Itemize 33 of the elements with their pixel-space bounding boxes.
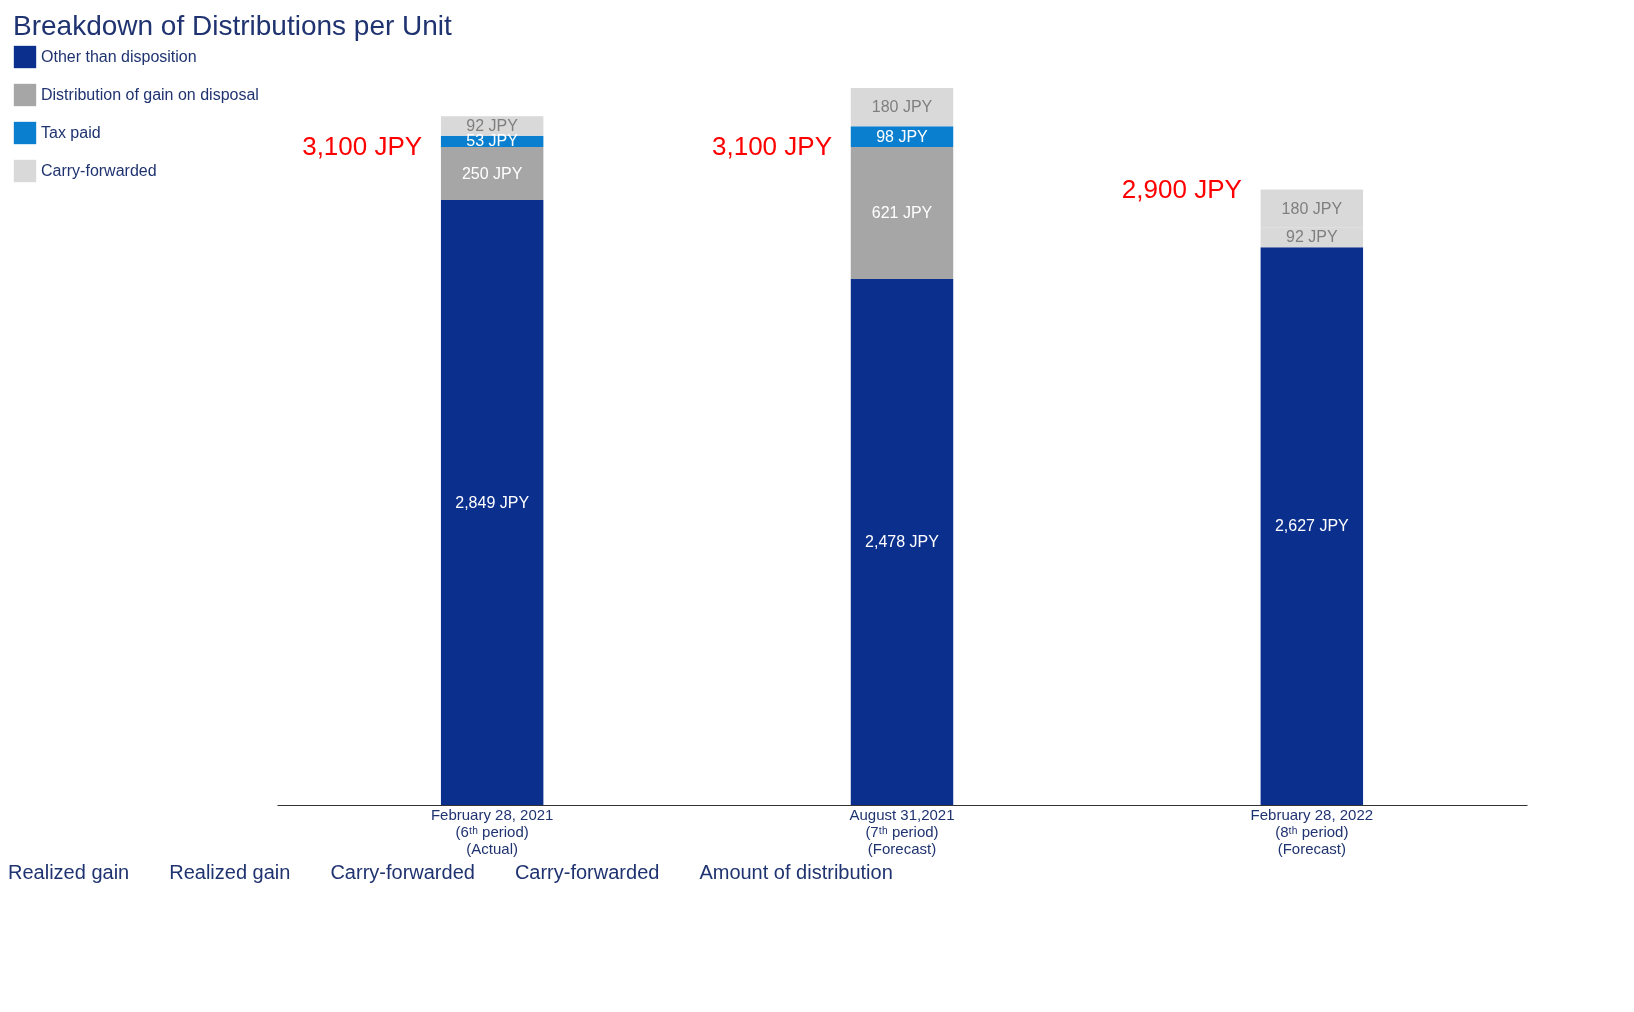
text: Carry-forwarded	[514, 861, 660, 883]
text: Amount of distribution	[699, 861, 893, 883]
x-tick-label: August 31,2021 (7ᵗʰ period) (Forecast)	[849, 805, 955, 857]
bar	[850, 88, 954, 127]
legend-label: Carry-forwarded	[41, 162, 157, 179]
legend-label: Distribution of gain on disposal	[41, 86, 259, 103]
annotation: 3,100 JPY	[712, 131, 832, 162]
text: Carry-forwarded	[330, 861, 475, 883]
chart-title: Breakdown of Distributions per Unit	[13, 10, 453, 41]
data-label: 2,627 JPY	[1274, 517, 1350, 535]
data-label: 2,478 JPY	[865, 532, 940, 550]
bar	[440, 200, 544, 805]
annotation: 2,900 JPY	[1121, 173, 1242, 204]
data-label: 180 JPY	[1281, 199, 1343, 217]
data-label: 180 JPY	[871, 98, 933, 116]
data-label: 250 JPY	[461, 164, 523, 182]
bar	[1260, 247, 1364, 805]
bar	[850, 147, 954, 279]
annotation: 3,100 JPY	[302, 131, 423, 162]
data-label: 92 JPY	[1286, 228, 1338, 246]
legend-label: Tax paid	[41, 124, 101, 141]
x-tick-label: February 28, 2022 (8ᵗʰ period) (Forecast)	[1250, 805, 1374, 857]
text: Realized gain	[169, 861, 291, 883]
data-label: 53 JPY	[466, 132, 519, 150]
data-label: 98 JPY	[876, 127, 929, 145]
legend-label: Other than disposition	[41, 48, 197, 65]
x-tick-label: February 28, 2021 (6ᵗʰ period) (Actual)	[430, 805, 554, 857]
data-label: 92 JPY	[466, 117, 519, 135]
text: Realized gain	[8, 861, 130, 883]
data-label: 2,849 JPY	[455, 493, 530, 511]
bar	[440, 147, 544, 201]
data-label: 621 JPY	[871, 203, 933, 221]
bar	[850, 278, 954, 805]
